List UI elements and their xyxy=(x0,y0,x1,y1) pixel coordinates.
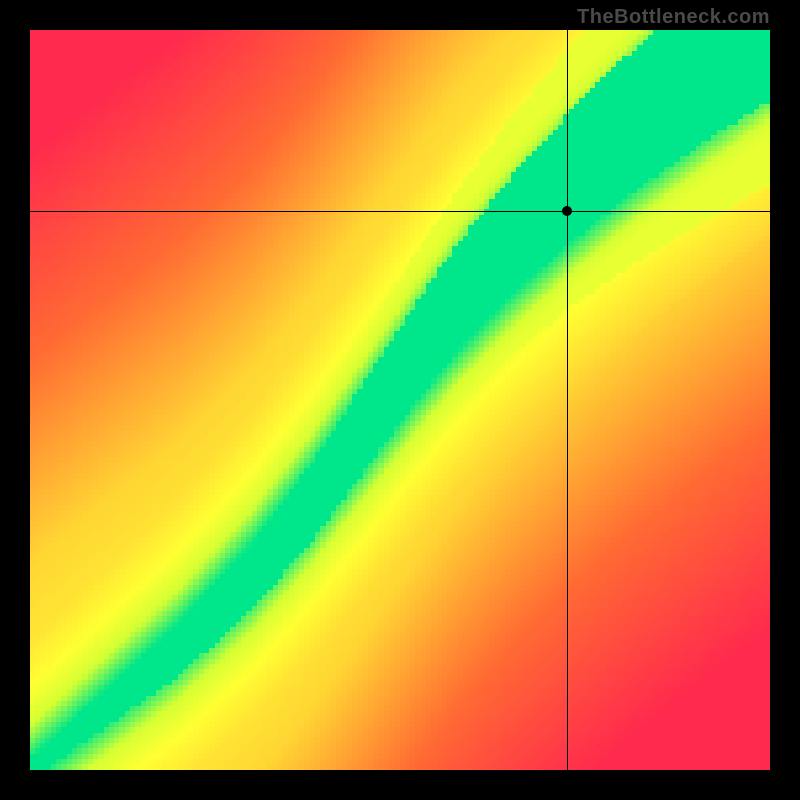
crosshair-dot xyxy=(562,206,572,216)
crosshair-vertical xyxy=(567,30,568,770)
watermark-text: TheBottleneck.com xyxy=(577,6,770,29)
plot-area xyxy=(30,30,770,770)
crosshair-horizontal xyxy=(30,211,770,212)
chart-container: TheBottleneck.com xyxy=(0,0,800,800)
heatmap-canvas xyxy=(30,30,770,770)
